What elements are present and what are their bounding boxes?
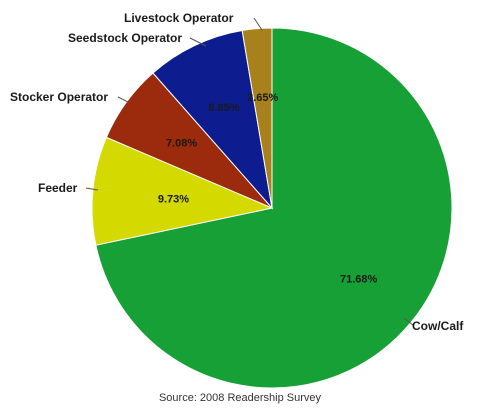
source-note: Source: 2008 Readership Survey bbox=[158, 392, 322, 404]
leader-line-stocker-operator bbox=[117, 96, 129, 103]
percent-label-stocker-operator: 7.08% bbox=[166, 138, 197, 150]
pie-slices bbox=[91, 27, 453, 389]
percent-label-livestock-operator: 2.65% bbox=[247, 92, 278, 104]
category-label-feeder: Feeder bbox=[38, 181, 78, 195]
percent-label-cow-calf: 71.68% bbox=[340, 273, 378, 285]
category-label-stocker-operator: Stocker Operator bbox=[10, 90, 108, 104]
category-label-cow-calf: Cow/Calf bbox=[412, 319, 464, 333]
leader-line-feeder bbox=[85, 187, 99, 191]
percent-label-feeder: 9.73% bbox=[158, 193, 189, 205]
percent-label-seedstock-operator: 8.85% bbox=[208, 102, 239, 114]
leader-line-seedstock-operator bbox=[189, 37, 207, 47]
pie-slice-livestock-operator bbox=[241, 27, 273, 209]
pie-slice-feeder bbox=[91, 136, 274, 246]
leader-line-cow-calf bbox=[403, 317, 415, 327]
pie-slice-cow-calf bbox=[95, 27, 453, 389]
category-label-seedstock-operator: Seedstock Operator bbox=[68, 31, 182, 45]
percent-labels: 71.68% 9.73% 7.08% 8.85% 2.65% bbox=[158, 92, 378, 286]
pie-slice-seedstock-operator bbox=[152, 29, 273, 210]
category-label-livestock-operator: Livestock Operator bbox=[124, 11, 234, 25]
category-labels: Cow/Calf Feeder Stocker Operator Seedstock … bbox=[10, 11, 464, 333]
leader-line-livestock-operator bbox=[253, 17, 263, 31]
leader-lines bbox=[85, 17, 415, 327]
